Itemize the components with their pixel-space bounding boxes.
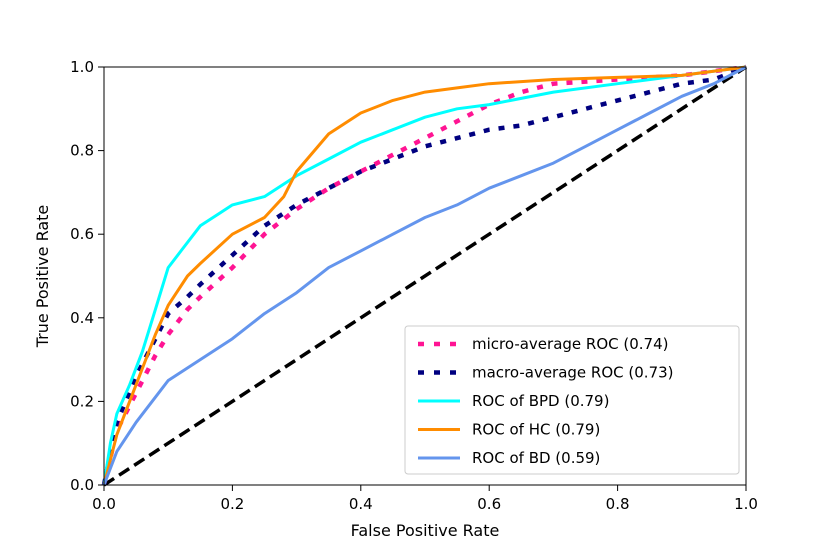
series-line-chance: [103, 65, 747, 487]
series-line-micro-average-roc-0-74: [101, 64, 747, 486]
series-line-roc-of-hc-0-79: [102, 65, 747, 486]
plot-area-frame: [103, 66, 747, 486]
series-layer: [101, 64, 747, 487]
y-tick-label: 1.0: [70, 58, 94, 76]
legend-box: [404, 325, 740, 475]
y-tick-label: 0.0: [70, 476, 94, 494]
y-axis-label: True Positive Rate: [33, 205, 52, 349]
legend-label: macro-average ROC (0.73): [472, 364, 674, 382]
x-tick-label: 0.8: [606, 495, 630, 513]
legend: micro-average ROC (0.74) macro-average RO…: [404, 325, 740, 475]
y-tick-label: 0.2: [70, 392, 94, 410]
y-tick-label: 0.4: [70, 309, 94, 327]
legend-label: ROC of HC (0.79): [472, 421, 600, 439]
x-tick-label: 1.0: [734, 495, 758, 513]
legend-label: ROC of BD (0.59): [472, 449, 600, 467]
x-tick-label: 0.6: [477, 495, 501, 513]
x-axis: 0.0 0.2 0.4 0.6 0.8 1.0: [92, 485, 758, 513]
x-tick-label: 0.0: [92, 495, 116, 513]
series-line-roc-of-bd-0-59: [102, 65, 747, 486]
legend-label: ROC of BPD (0.79): [472, 392, 609, 410]
series-line-roc-of-bpd-0-79: [102, 65, 747, 486]
y-axis: 0.0 0.2 0.4 0.6 0.8 1.0: [70, 58, 104, 494]
x-tick-label: 0.4: [349, 495, 373, 513]
x-tick-label: 0.2: [220, 495, 244, 513]
x-axis-label: False Positive Rate: [351, 521, 500, 540]
y-tick-label: 0.8: [70, 142, 94, 160]
y-tick-label: 0.6: [70, 225, 94, 243]
legend-label: micro-average ROC (0.74): [472, 335, 668, 353]
